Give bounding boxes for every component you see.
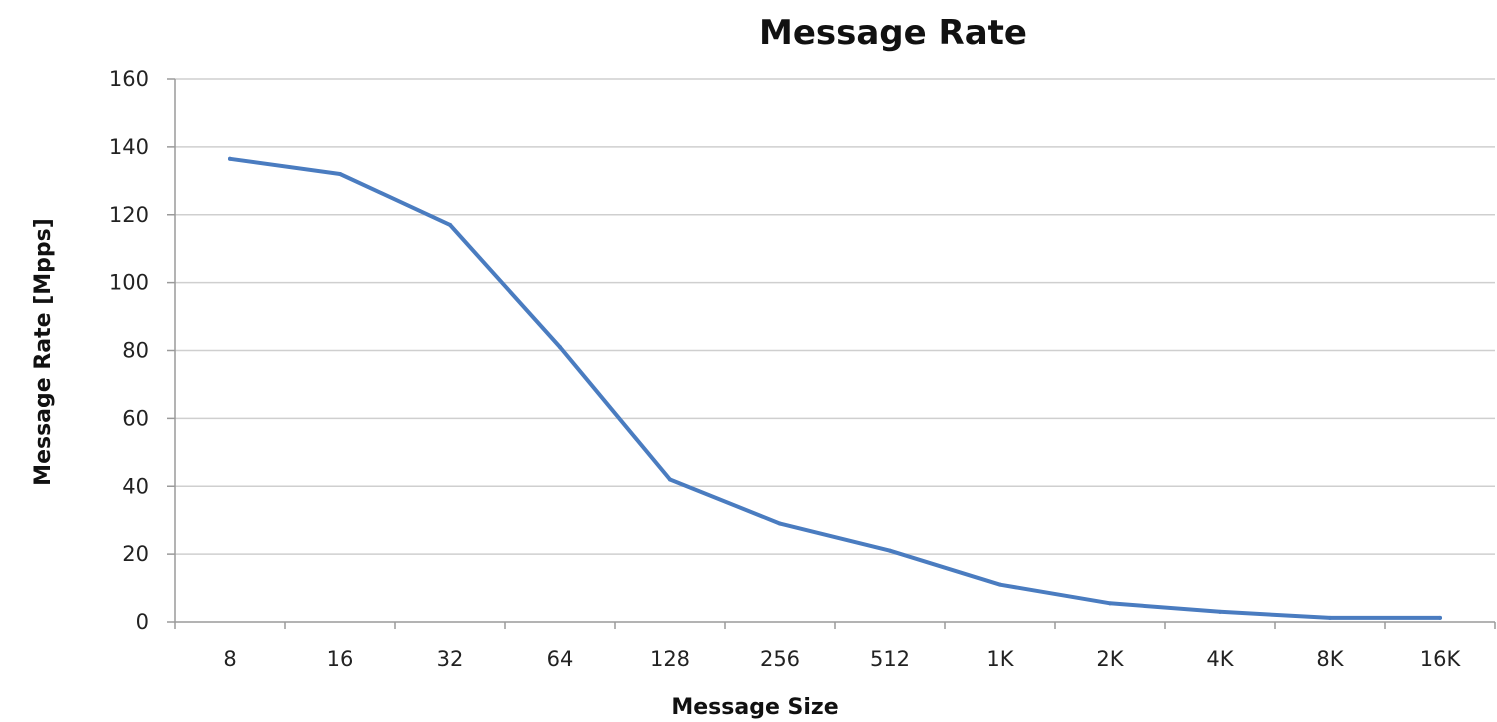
x-tick-label: 8 <box>223 647 236 671</box>
data-point <box>1218 609 1222 614</box>
y-axis-label: Message Rate [Mpps] <box>31 218 56 486</box>
x-tick-label: 128 <box>650 647 690 671</box>
data-point <box>888 548 892 553</box>
y-tick-label: 160 <box>109 67 149 91</box>
data-point <box>998 582 1002 587</box>
x-tick-label: 8K <box>1316 647 1344 671</box>
y-tick-label: 40 <box>122 474 149 498</box>
chart-title: Message Rate <box>759 13 1027 53</box>
x-tick-label: 2K <box>1096 647 1124 671</box>
data-point <box>448 222 452 227</box>
x-tick-labels: 8 16 32 64 128 256 512 1K 2K 4K 8K 16K <box>223 647 1461 671</box>
x-tick-label: 256 <box>760 647 800 671</box>
data-point <box>1328 615 1332 620</box>
x-tick-label: 1K <box>986 647 1014 671</box>
x-tick-label: 4K <box>1206 647 1234 671</box>
y-tick-labels: 0 20 40 60 80 100 120 140 160 <box>109 67 149 634</box>
x-tick-label: 512 <box>870 647 910 671</box>
x-tick-label: 32 <box>437 647 464 671</box>
data-point <box>1438 615 1442 620</box>
y-tick-label: 100 <box>109 271 149 295</box>
data-point <box>228 156 232 161</box>
axes <box>167 78 1496 629</box>
data-point <box>668 477 672 482</box>
series-line <box>228 156 1442 620</box>
x-tick-label: 64 <box>547 647 574 671</box>
y-tick-label: 120 <box>109 203 149 227</box>
x-tick-label: 16 <box>327 647 354 671</box>
x-axis-label: Message Size <box>671 695 838 720</box>
y-tick-label: 20 <box>122 542 149 566</box>
series-layer <box>228 156 1442 620</box>
y-tick-label: 60 <box>122 406 149 430</box>
y-tick-label: 80 <box>122 339 149 363</box>
x-tick-label: 16K <box>1420 647 1462 671</box>
y-tick-label: 140 <box>109 135 149 159</box>
data-point <box>338 172 342 177</box>
gridlines <box>175 78 1495 555</box>
y-tick-label: 0 <box>136 610 149 634</box>
data-point <box>558 345 562 350</box>
data-point <box>778 521 782 526</box>
data-point <box>1108 601 1112 606</box>
